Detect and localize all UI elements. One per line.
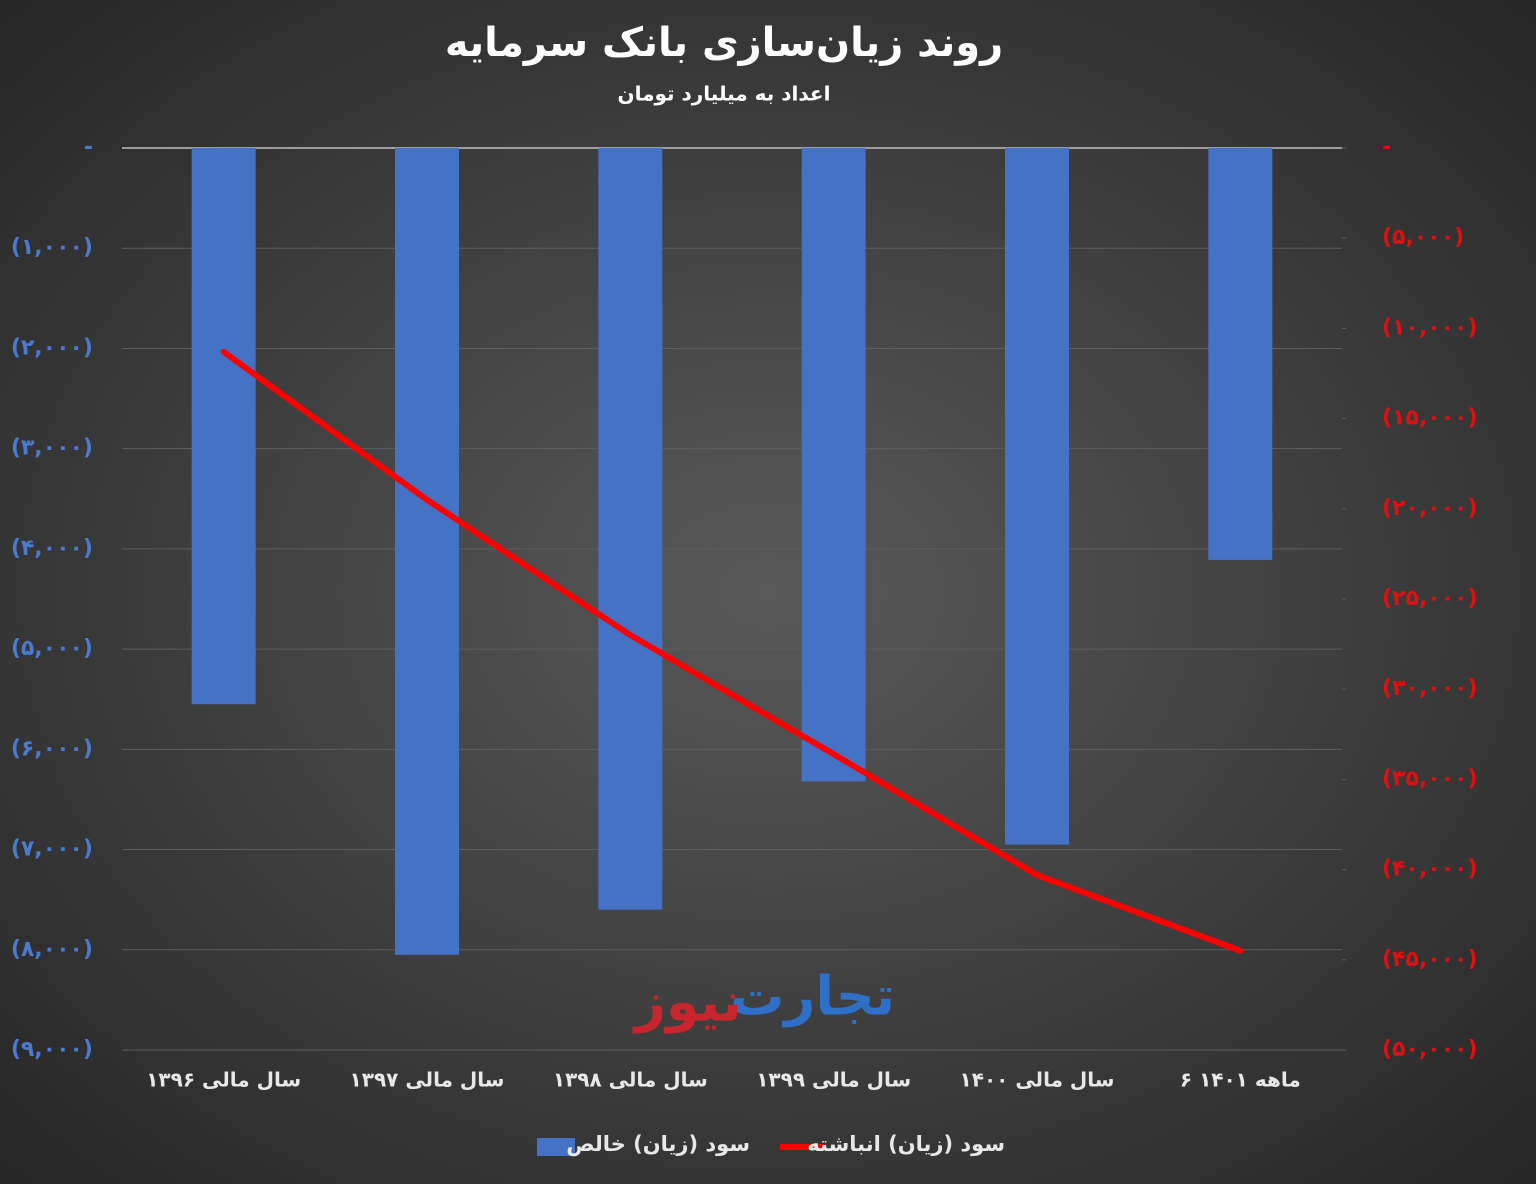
y-tick-label: (۱,۰۰۰) (11, 235, 93, 260)
legend-label: سود (زیان) انباشته (807, 1132, 1005, 1156)
y-tick-label: (۷,۰۰۰) (11, 837, 93, 862)
y-tick-label: (۴,۰۰۰) (11, 536, 93, 561)
y2-tick-label: (۴۰,۰۰۰) (1382, 857, 1478, 882)
bar (1005, 148, 1069, 845)
y-tick-label: (۳,۰۰۰) (11, 436, 93, 461)
line (220, 348, 1244, 954)
y-tick-label: (۸,۰۰۰) (11, 937, 93, 962)
x-tick-label: سال مالی ۱۴۰۰ (960, 1068, 1115, 1092)
y2-tick-label: (۵۰,۰۰۰) (1382, 1037, 1478, 1062)
y2-tick-label: - (1382, 135, 1391, 160)
y-tick-label: (۵,۰۰۰) (11, 636, 93, 661)
y-tick-label: (۶,۰۰۰) (11, 736, 93, 761)
bar (801, 148, 866, 782)
watermark: نیوز (632, 971, 742, 1034)
y2-tick-label: (۱۰,۰۰۰) (1382, 315, 1478, 340)
marks (191, 148, 1273, 955)
chart-subtitle: اعداد به میلیارد تومان (618, 82, 831, 106)
legend-label: سود (زیان) خالص (566, 1132, 750, 1156)
y2-tick-label: (۴۵,۰۰۰) (1382, 947, 1478, 972)
y2-tick-label: (۳۵,۰۰۰) (1382, 766, 1478, 791)
y-tick-label: (۲,۰۰۰) (11, 335, 93, 360)
bar (598, 148, 663, 910)
chart-title: روند زیان‌سازی بانک سرمایه (445, 20, 1003, 66)
x-tick-label: ۶ ماهه ۱۴۰۱ (1180, 1068, 1301, 1092)
y-tick-label: (۹,۰۰۰) (11, 1037, 93, 1062)
y2-tick-label: (۱۵,۰۰۰) (1382, 406, 1478, 431)
x-tick-label: سال مالی ۱۳۹۹ (756, 1068, 911, 1092)
grid (122, 147, 1346, 1051)
watermark: تجارت (730, 965, 895, 1028)
x-tick-label: سال مالی ۱۳۹۸ (553, 1068, 708, 1092)
x-tick-label: سال مالی ۱۳۹۷ (350, 1068, 505, 1092)
y-tick-label: - (84, 135, 93, 160)
y2-tick-label: (۵,۰۰۰) (1382, 225, 1464, 250)
y2-tick-label: (۲۵,۰۰۰) (1382, 586, 1478, 611)
bar (395, 148, 459, 955)
y2-tick-label: (۳۰,۰۰۰) (1382, 676, 1478, 701)
legend-swatch (537, 1138, 575, 1156)
x-tick-label: سال مالی ۱۳۹۶ (146, 1068, 301, 1092)
y2-tick-label: (۲۰,۰۰۰) (1382, 496, 1478, 521)
bar (1208, 148, 1273, 560)
bar (191, 148, 256, 705)
